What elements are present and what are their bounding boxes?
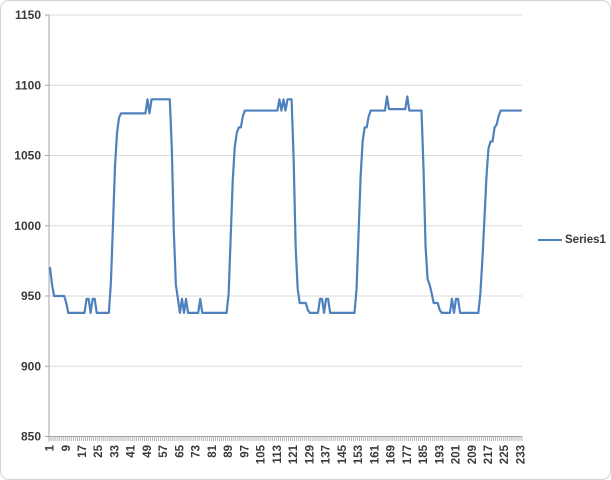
y-axis-labels: 850 900 950 1000 1050 1100 1150	[14, 8, 41, 444]
svg-text:850: 850	[21, 430, 41, 444]
svg-text:153: 153	[353, 445, 365, 464]
svg-text:950: 950	[21, 289, 41, 303]
svg-text:89: 89	[223, 445, 235, 458]
svg-text:17: 17	[77, 445, 89, 458]
svg-text:41: 41	[126, 444, 138, 457]
x-axis-labels: 1 9 17 25 33 41 49 57 65 73 81 89 97 105 113 121 129 137 1…	[45, 444, 528, 464]
svg-text:137: 137	[321, 445, 333, 464]
svg-text:225: 225	[499, 444, 511, 464]
svg-text:177: 177	[402, 445, 414, 464]
svg-text:1100: 1100	[15, 78, 41, 92]
svg-text:233: 233	[515, 445, 527, 464]
svg-text:185: 185	[418, 444, 430, 464]
gridlines	[49, 14, 522, 367]
svg-text:145: 145	[337, 444, 349, 464]
svg-text:129: 129	[304, 445, 316, 464]
svg-text:49: 49	[142, 445, 154, 458]
svg-text:25: 25	[93, 444, 105, 457]
svg-text:105: 105	[256, 444, 268, 464]
axes	[45, 14, 523, 442]
svg-text:900: 900	[21, 359, 41, 373]
svg-text:1050: 1050	[14, 149, 41, 163]
svg-text:209: 209	[467, 445, 479, 464]
svg-text:65: 65	[174, 444, 186, 457]
svg-text:81: 81	[207, 444, 219, 457]
svg-text:57: 57	[158, 445, 170, 458]
svg-text:33: 33	[109, 445, 121, 458]
svg-text:161: 161	[369, 444, 381, 464]
svg-text:1000: 1000	[14, 219, 41, 233]
svg-text:113: 113	[272, 445, 284, 464]
legend-series-label: Series1	[565, 234, 606, 246]
svg-text:1150: 1150	[15, 8, 41, 22]
svg-text:97: 97	[239, 445, 251, 458]
series1-line[interactable]	[48, 95, 523, 314]
svg-text:121: 121	[288, 444, 300, 464]
svg-text:1: 1	[45, 444, 57, 451]
legend-line-sample	[538, 239, 562, 241]
svg-text:9: 9	[61, 445, 73, 451]
svg-text:217: 217	[483, 445, 495, 464]
svg-text:169: 169	[386, 445, 398, 464]
svg-text:201: 201	[451, 444, 463, 464]
svg-text:193: 193	[434, 445, 446, 464]
legend[interactable]: Series1	[538, 232, 606, 248]
svg-text:73: 73	[191, 445, 203, 458]
